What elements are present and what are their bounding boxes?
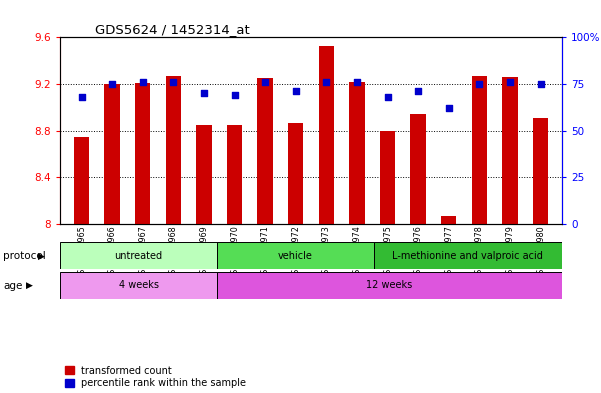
Legend: transformed count, percentile rank within the sample: transformed count, percentile rank withi… xyxy=(65,366,246,388)
Bar xyxy=(74,136,89,224)
Bar xyxy=(472,76,487,224)
Bar xyxy=(105,84,120,224)
Text: vehicle: vehicle xyxy=(278,251,313,261)
Bar xyxy=(135,83,150,224)
Bar xyxy=(533,118,548,224)
Bar xyxy=(349,82,365,224)
Bar xyxy=(410,114,426,224)
Point xyxy=(322,79,331,85)
Point xyxy=(230,92,239,98)
Point xyxy=(108,81,117,87)
Text: 4 weeks: 4 weeks xyxy=(118,280,159,290)
Point xyxy=(444,105,454,111)
Bar xyxy=(166,76,181,224)
Bar xyxy=(380,130,395,224)
Point xyxy=(475,81,484,87)
Text: protocol: protocol xyxy=(3,251,46,261)
Point xyxy=(168,79,178,85)
Point xyxy=(291,88,300,95)
Point xyxy=(138,79,147,85)
Point xyxy=(383,94,392,100)
Point xyxy=(199,90,209,96)
Point xyxy=(352,79,362,85)
Point xyxy=(260,79,270,85)
Bar xyxy=(257,78,273,224)
Bar xyxy=(319,46,334,224)
Text: ▶: ▶ xyxy=(38,252,44,261)
Text: untreated: untreated xyxy=(114,251,163,261)
Bar xyxy=(217,272,562,299)
Point xyxy=(77,94,87,100)
Text: 12 weeks: 12 weeks xyxy=(366,280,412,290)
Bar xyxy=(374,242,562,269)
Point xyxy=(505,79,514,85)
Bar xyxy=(60,272,217,299)
Bar xyxy=(227,125,242,224)
Text: L-methionine and valproic acid: L-methionine and valproic acid xyxy=(392,251,543,261)
Bar xyxy=(288,123,304,224)
Bar xyxy=(197,125,212,224)
Text: age: age xyxy=(3,281,22,291)
Text: GDS5624 / 1452314_at: GDS5624 / 1452314_at xyxy=(95,23,250,36)
Text: ▶: ▶ xyxy=(26,281,33,290)
Bar xyxy=(60,242,217,269)
Point xyxy=(535,81,545,87)
Bar xyxy=(217,242,374,269)
Bar xyxy=(502,77,517,224)
Point xyxy=(413,88,423,95)
Bar xyxy=(441,216,456,224)
